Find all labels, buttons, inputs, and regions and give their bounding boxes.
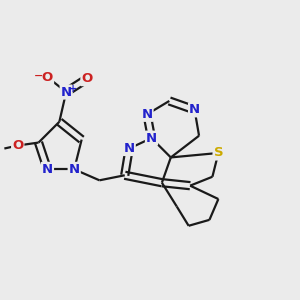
Text: N: N xyxy=(42,163,53,176)
Text: N: N xyxy=(146,132,157,145)
Text: N: N xyxy=(142,108,153,121)
Text: S: S xyxy=(214,146,223,160)
Text: O: O xyxy=(81,72,93,85)
Text: O: O xyxy=(12,139,23,152)
Text: N: N xyxy=(124,142,135,155)
Text: O: O xyxy=(42,71,53,84)
Text: N: N xyxy=(61,85,72,98)
Text: N: N xyxy=(69,163,80,176)
Text: −: − xyxy=(34,71,43,81)
Text: +: + xyxy=(69,84,77,94)
Text: N: N xyxy=(189,103,200,116)
